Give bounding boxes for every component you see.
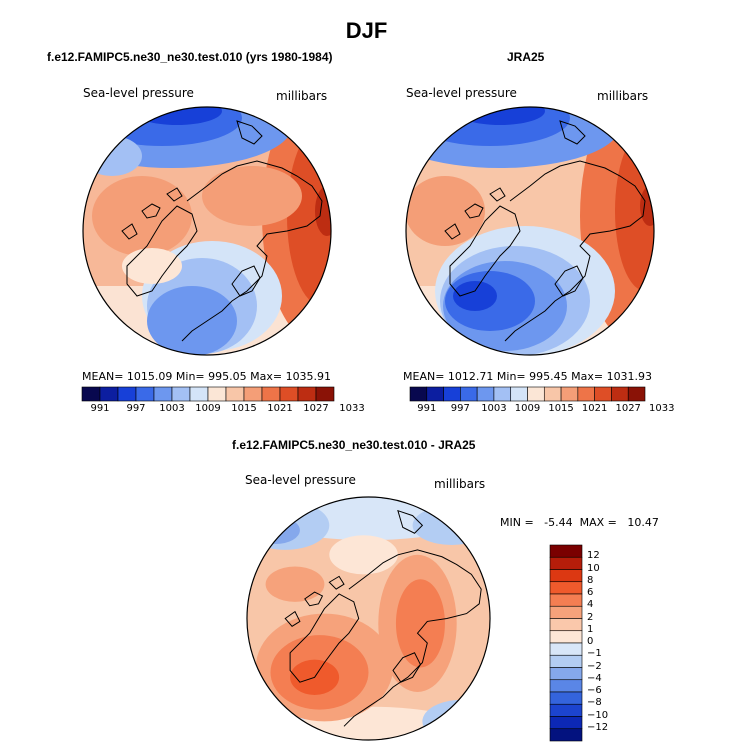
colorbar-tick-label: 1033 <box>339 403 365 414</box>
panel-2-variable-label: Sea-level pressure <box>406 86 517 100</box>
panel-3-title: f.e12.FAMIPC5.ne30_ne30.test.010 - JRA25 <box>232 438 476 452</box>
colorbar-tick-label: 1021 <box>267 403 293 414</box>
colorbar-tick-label: 1009 <box>195 403 221 414</box>
colorbar-swatch <box>549 728 583 742</box>
colorbar-tick-label: 1003 <box>159 403 185 414</box>
colorbar-tick-label: 991 <box>90 403 110 414</box>
colorbar-swatch <box>99 386 119 402</box>
colorbar-swatch <box>510 386 528 402</box>
colorbar-swatch <box>577 386 595 402</box>
colorbar-swatch <box>443 386 461 402</box>
colorbar-swatch <box>549 556 583 570</box>
colorbar-tick-label: 1027 <box>615 403 641 414</box>
colorbar-tick-label: 2 <box>587 611 594 623</box>
colorbar-swatch <box>549 654 583 668</box>
colorbar-tick-label: 8 <box>587 574 594 586</box>
page-title: DJF <box>345 18 388 43</box>
colorbar-swatch <box>117 386 137 402</box>
colorbar-swatch <box>549 716 583 730</box>
colorbar-swatch <box>315 386 335 402</box>
colorbar-swatch <box>611 386 629 402</box>
panel-2-stats: MEAN= 1012.71 Min= 995.45 Max= 1031.93 <box>403 370 653 383</box>
panel-1-polar-map <box>82 106 332 356</box>
colorbar-swatch <box>594 386 612 402</box>
panel-2-units-label: millibars <box>597 89 649 103</box>
colorbar-tick-label: −2 <box>587 660 602 672</box>
colorbar-swatch <box>549 642 583 656</box>
colorbar-tick-label: −8 <box>587 697 602 709</box>
colorbar-swatch <box>153 386 173 402</box>
colorbar-swatch <box>81 386 101 402</box>
colorbar-swatch <box>549 630 583 644</box>
colorbar-tick-label: 997 <box>126 403 146 414</box>
colorbar-swatch <box>225 386 245 402</box>
colorbar-tick-label: 10 <box>587 562 600 574</box>
panel-3-variable-label: Sea-level pressure <box>245 473 356 487</box>
colorbar-swatch <box>549 593 583 607</box>
colorbar-swatch <box>476 386 495 402</box>
colorbar-swatch <box>549 569 583 583</box>
colorbar-swatch <box>207 386 227 402</box>
colorbar-swatch <box>627 386 646 402</box>
colorbar-swatch <box>135 386 155 402</box>
colorbar-swatch <box>549 679 583 693</box>
panel-1-colorbar <box>81 386 335 402</box>
panel-2-colorbar-ticks: 991 997 1003 1009 1015 1021 1027 1033 <box>410 403 674 417</box>
panel-3-stats: MIN = -5.44 MAX = 10.47 <box>500 516 659 529</box>
colorbar-tick-label: −12 <box>587 721 609 733</box>
colorbar-tick-label: −6 <box>587 685 602 696</box>
panel-2-colorbar <box>409 386 646 402</box>
colorbar-swatch <box>549 605 583 619</box>
panel-1-units-label: millibars <box>276 89 328 103</box>
colorbar-swatch <box>493 386 512 402</box>
panel-1-title: f.e12.FAMIPC5.ne30_ne30.test.010 (yrs 19… <box>47 50 333 64</box>
colorbar-tick-label: −4 <box>587 672 602 684</box>
panel-3-polar-map <box>246 496 491 741</box>
colorbar-swatch <box>409 386 428 402</box>
panel-1-colorbar-ticks: 991 997 1003 1009 1015 1021 1027 1033 <box>82 403 364 417</box>
colorbar-tick-label: 1015 <box>548 403 574 414</box>
colorbar-swatch <box>560 386 579 402</box>
colorbar-tick-label: −10 <box>587 709 609 721</box>
colorbar-tick-label: 1033 <box>649 403 675 414</box>
colorbar-tick-label: 4 <box>587 599 594 611</box>
colorbar-swatch <box>549 703 583 717</box>
panel-1-stats: MEAN= 1015.09 Min= 995.05 Max= 1035.91 <box>82 370 332 383</box>
colorbar-swatch <box>549 618 583 632</box>
colorbar-tick-label: 1009 <box>514 403 541 414</box>
colorbar-swatch <box>527 386 545 402</box>
colorbar-tick-label: 0 <box>587 636 594 647</box>
colorbar-swatch <box>549 667 583 681</box>
panel-3-colorbar-ticks: 12 10 8 6 4 2 1 0 −1 −2 −4 −6 −8 −10 −12 <box>587 545 627 741</box>
colorbar-tick-label: −1 <box>587 648 602 660</box>
panel-2-polar-map <box>405 106 655 356</box>
colorbar-swatch <box>549 691 583 705</box>
panel-1-variable-label: Sea-level pressure <box>83 86 194 100</box>
colorbar-swatch <box>171 386 191 402</box>
panel-2-title: JRA25 <box>507 50 545 64</box>
colorbar-swatch <box>189 386 209 402</box>
colorbar-swatch <box>426 386 444 402</box>
colorbar-swatch <box>297 386 317 402</box>
colorbar-swatch <box>279 386 299 402</box>
colorbar-tick-label: 1021 <box>581 403 608 414</box>
colorbar-swatch <box>261 386 281 402</box>
colorbar-tick-label: 12 <box>587 550 600 562</box>
colorbar-swatch <box>549 581 583 595</box>
colorbar-tick-label: 1015 <box>231 403 257 414</box>
panel-3-units-label: millibars <box>434 477 486 491</box>
panel-3-colorbar <box>549 544 583 742</box>
colorbar-tick-label: 991 <box>417 403 437 414</box>
colorbar-tick-label: 6 <box>587 587 594 598</box>
colorbar-swatch <box>243 386 263 402</box>
colorbar-tick-label: 1 <box>587 623 594 635</box>
colorbar-swatch <box>460 386 478 402</box>
colorbar-tick-label: 997 <box>450 403 470 414</box>
colorbar-swatch <box>549 544 583 558</box>
colorbar-tick-label: 1003 <box>481 403 507 414</box>
colorbar-swatch <box>543 386 562 402</box>
colorbar-tick-label: 1027 <box>303 403 329 414</box>
